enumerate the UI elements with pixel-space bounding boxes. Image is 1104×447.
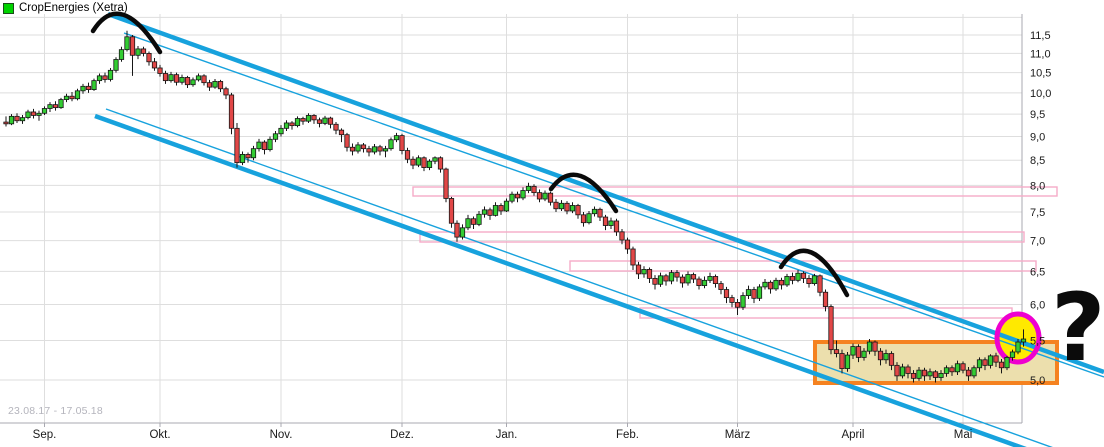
y-axis-label: 9,0: [1030, 132, 1045, 144]
y-axis-label: 9,5: [1030, 109, 1045, 121]
y-axis-label: 11,0: [1030, 48, 1051, 60]
y-axis-label: 8,5: [1030, 155, 1045, 167]
resistance-zone: [412, 186, 1058, 197]
y-axis-label: 7,0: [1030, 236, 1045, 248]
legend-color-swatch: [3, 2, 14, 14]
x-axis-label: Okt.: [149, 429, 170, 441]
channel-line: [105, 108, 1053, 447]
drawn-arc: [90, 11, 163, 55]
highlight-circle-ring: [994, 311, 1042, 365]
resistance-zones: [412, 186, 1058, 319]
y-axis-label: 10,0: [1030, 88, 1051, 100]
x-axis-label: Jan.: [496, 429, 518, 441]
drawn-arc: [778, 248, 850, 298]
channel-line: [94, 113, 1027, 447]
x-axis-label: Mai: [954, 429, 973, 441]
drawn-arc: [548, 172, 619, 214]
y-axis-label: 10,5: [1030, 68, 1051, 80]
x-axis-label: Dez.: [390, 429, 414, 441]
x-axis-label: April: [841, 429, 864, 441]
question-mark-annotation: ?: [1051, 274, 1104, 383]
x-axis-label: Nov.: [270, 429, 293, 441]
y-axis-labels: 11,5 11,0 10,5 10,0 9,5 9,0 8,5 8,0 7,5 7,0 6,5 6,0…: [1030, 30, 1051, 387]
date-range-label: 23.08.17 - 17.05.18: [8, 405, 103, 417]
chart-title: CropEnergies (Xetra): [19, 2, 128, 14]
y-axis-label: 8,0: [1030, 180, 1045, 192]
y-axis-label: 5,5: [1030, 336, 1045, 348]
y-axis-label: 5,0: [1030, 375, 1045, 387]
y-axis-label: 7,5: [1030, 207, 1045, 219]
x-axis-label: März: [725, 429, 751, 441]
y-axis-label: 6,0: [1030, 299, 1045, 311]
y-axis-label: 6,5: [1030, 266, 1045, 278]
candle-series: [3, 30, 1027, 383]
drawn-arcs: [90, 11, 850, 298]
resistance-zone: [419, 231, 1025, 243]
x-axis-label: Sep.: [33, 429, 57, 441]
x-axis-label: Feb.: [616, 429, 639, 441]
x-axis-labels: Sep. Okt. Nov. Dez. Jan. Feb. März April Mai: [33, 429, 973, 441]
y-axis-label: 11,5: [1030, 30, 1051, 42]
chart-legend: CropEnergies (Xetra): [3, 2, 128, 14]
channel-line: [107, 11, 1104, 375]
